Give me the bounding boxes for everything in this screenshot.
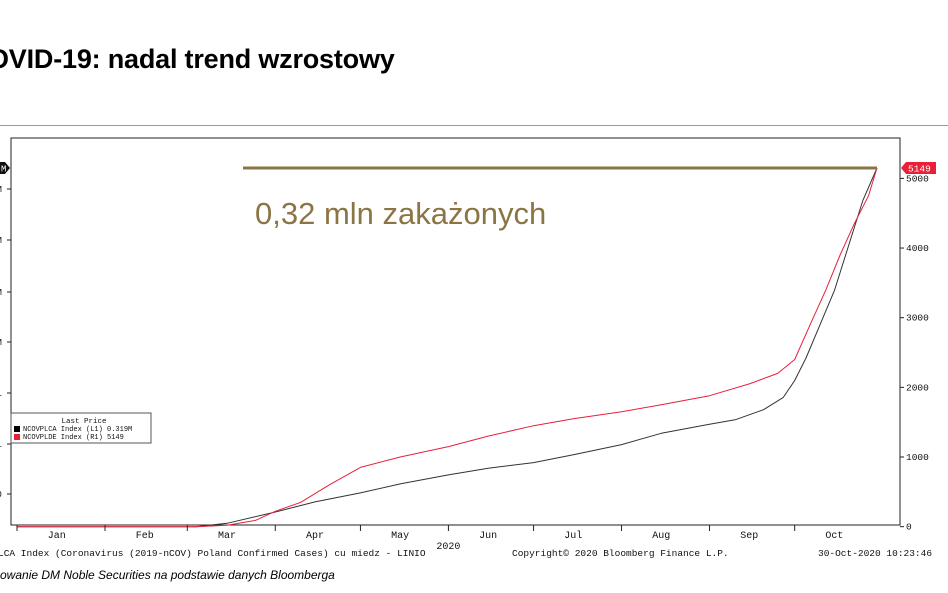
x-tick-label: Mar [218, 531, 236, 542]
legend-title: Last Price [61, 418, 106, 426]
y-left-tick-label: M [0, 287, 2, 298]
x-tick-label: May [391, 531, 409, 542]
annotation-text: 0,32 mln zakażonych [255, 196, 546, 231]
badge-shape [901, 162, 936, 175]
y-right-tick-label: 5000 [906, 173, 929, 184]
footer-timestamp: 30-Oct-2020 10:23:46 [818, 548, 933, 559]
legend-entry-label: NCOVPLCA Index (L1) 0.319M [23, 426, 132, 434]
y-left-tick-label: 1 [0, 388, 2, 399]
x-tick-label: Feb [136, 530, 154, 542]
y-right-last-value-badge: 5149 [901, 162, 936, 175]
y-left-tick-label: 1 [0, 439, 2, 450]
legend-swatch [14, 426, 20, 432]
series-line-ncovplca-index [17, 167, 878, 528]
y-right-tick-label: 3000 [906, 313, 929, 324]
badge-shape [0, 162, 10, 175]
source-note: owanie DM Noble Securities na podstawie … [0, 568, 335, 582]
legend-box [10, 412, 152, 444]
x-tick-label: Sep [740, 531, 758, 542]
footer-copyright: Copyright© 2020 Bloomberg Finance L.P. [512, 548, 729, 559]
x-tick-label: Apr [306, 531, 324, 542]
x-tick-label: Aug [652, 531, 670, 542]
y-right-tick-label: 0 [906, 522, 912, 533]
x-year-label: 2020 [436, 542, 460, 553]
x-tick-label: Jan [48, 531, 66, 542]
title-divider [0, 125, 948, 126]
x-tick-label: Jul [564, 530, 582, 542]
y-left-tick-label: M [0, 184, 2, 195]
badge-label: 5149 [908, 164, 931, 175]
y-left-tick-label: M [0, 235, 2, 246]
x-tick-label: Oct [825, 531, 843, 542]
badge-label: M [1, 165, 6, 175]
legend-entry-label: NCOVPLDE Index (R1) 5149 [23, 434, 124, 442]
legend-swatch [14, 434, 20, 440]
y-left-tick-label: M [0, 337, 2, 348]
y-right-tick-label: 1000 [906, 452, 929, 463]
y-left-tick-label: 0 [0, 489, 2, 500]
y-right-tick-label: 4000 [906, 243, 929, 254]
footer-source: LCA Index (Coronavirus (2019-nCOV) Polan… [0, 548, 426, 559]
x-tick-label: Jun [479, 531, 497, 542]
y-right-tick-label: 2000 [906, 382, 929, 393]
y-left-last-value-badge: M [0, 162, 10, 175]
slide-title: OVID-19: nadal trend wzrostowy [0, 44, 395, 74]
series-line-ncovplde-index [17, 167, 878, 528]
